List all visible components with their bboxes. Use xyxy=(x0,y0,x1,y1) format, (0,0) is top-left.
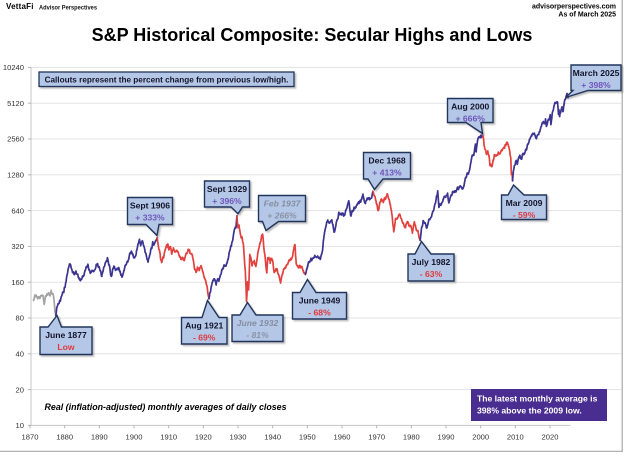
svg-text:1960: 1960 xyxy=(334,433,351,442)
svg-text:2000: 2000 xyxy=(472,433,489,442)
svg-text:Aug 1921: Aug 1921 xyxy=(185,321,223,331)
svg-text:1900: 1900 xyxy=(126,433,143,442)
svg-text:June 1877: June 1877 xyxy=(45,330,87,340)
svg-text:1980: 1980 xyxy=(403,433,420,442)
svg-text:advisorperspectives.com: advisorperspectives.com xyxy=(532,4,616,11)
svg-text:As of March 2025: As of March 2025 xyxy=(558,12,616,19)
svg-text:+ 413%: + 413% xyxy=(372,167,402,177)
svg-text:40: 40 xyxy=(16,350,24,359)
svg-text:+ 666%: + 666% xyxy=(456,113,486,123)
svg-text:The latest monthly average is: The latest monthly average is xyxy=(477,394,598,404)
svg-text:VettaFi: VettaFi xyxy=(6,2,34,11)
svg-text:1990: 1990 xyxy=(438,433,455,442)
svg-text:1910: 1910 xyxy=(160,433,177,442)
svg-text:Mar 2009: Mar 2009 xyxy=(506,198,543,208)
svg-text:March 2025: March 2025 xyxy=(573,68,620,78)
svg-text:20: 20 xyxy=(16,385,24,394)
svg-text:10: 10 xyxy=(16,421,24,430)
svg-text:Advisor Perspectives: Advisor Perspectives xyxy=(39,4,97,11)
svg-text:1870: 1870 xyxy=(22,433,39,442)
svg-text:1280: 1280 xyxy=(7,171,24,180)
svg-text:1890: 1890 xyxy=(91,433,108,442)
svg-text:Feb 1937: Feb 1937 xyxy=(264,199,302,209)
svg-text:80: 80 xyxy=(16,314,24,323)
svg-text:10240: 10240 xyxy=(3,63,24,72)
svg-text:- 81%: - 81% xyxy=(246,330,269,340)
svg-text:2560: 2560 xyxy=(7,135,24,144)
svg-text:1920: 1920 xyxy=(195,433,212,442)
svg-text:+ 396%: + 396% xyxy=(212,196,242,206)
svg-text:160: 160 xyxy=(11,278,24,287)
svg-text:- 69%: - 69% xyxy=(193,332,216,342)
svg-text:Low: Low xyxy=(57,342,74,352)
svg-text:1970: 1970 xyxy=(368,433,385,442)
svg-text:June 1932: June 1932 xyxy=(237,318,279,328)
svg-text:+ 333%: + 333% xyxy=(135,212,165,222)
svg-text:Sept 1929: Sept 1929 xyxy=(207,184,247,194)
svg-text:Callouts represent the percent: Callouts represent the percent change fr… xyxy=(45,76,289,85)
svg-text:1880: 1880 xyxy=(56,433,73,442)
svg-text:1950: 1950 xyxy=(299,433,316,442)
svg-text:2010: 2010 xyxy=(507,433,524,442)
svg-text:Dec 1968: Dec 1968 xyxy=(368,156,405,166)
svg-text:Sept 1906: Sept 1906 xyxy=(130,201,170,211)
svg-text:1940: 1940 xyxy=(264,433,281,442)
svg-text:320: 320 xyxy=(11,242,24,251)
svg-text:Real (inflation-adjusted) mont: Real (inflation-adjusted) monthly averag… xyxy=(45,402,287,412)
svg-text:- 63%: - 63% xyxy=(420,269,443,279)
svg-text:July 1982: July 1982 xyxy=(412,257,451,267)
svg-text:- 68%: - 68% xyxy=(308,307,331,317)
svg-text:S&P Historical Composite: Secu: S&P Historical Composite: Secular Highs … xyxy=(92,25,533,45)
svg-text:398% above the 2009 low.: 398% above the 2009 low. xyxy=(477,406,582,416)
svg-text:- 59%: - 59% xyxy=(513,210,536,220)
svg-text:+ 266%: + 266% xyxy=(267,210,297,220)
svg-text:5120: 5120 xyxy=(7,99,24,108)
svg-text:Aug 2000: Aug 2000 xyxy=(451,102,489,112)
svg-text:640: 640 xyxy=(11,206,24,215)
svg-text:2020: 2020 xyxy=(542,433,559,442)
svg-text:+ 398%: + 398% xyxy=(581,80,611,90)
svg-text:1930: 1930 xyxy=(230,433,247,442)
svg-text:June 1949: June 1949 xyxy=(299,296,341,306)
